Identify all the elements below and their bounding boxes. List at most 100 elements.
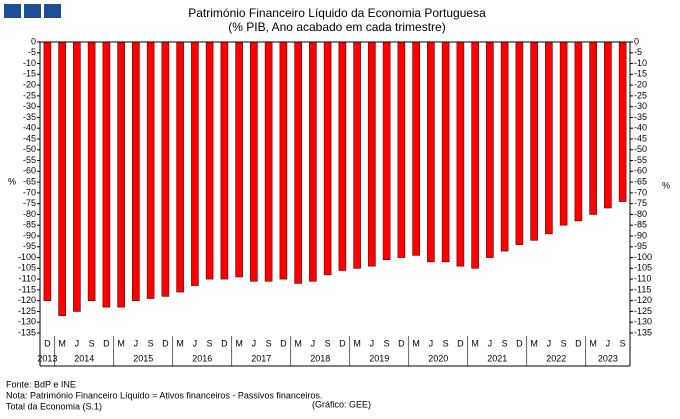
y-tick-label: -20 <box>634 79 647 89</box>
x-tick-label: J <box>547 338 552 348</box>
x-tick-label: S <box>620 338 626 348</box>
y-tick-label: -85 <box>634 220 647 230</box>
y-tick-label: -85 <box>23 220 36 230</box>
bar <box>574 41 583 222</box>
bar <box>530 41 538 241</box>
bar <box>618 41 627 202</box>
bar <box>486 41 494 258</box>
bar <box>323 41 332 276</box>
x-tick-label: D <box>103 338 110 348</box>
y-tick-label: -20 <box>23 79 36 89</box>
x-tick-label: J <box>193 338 198 348</box>
year-label: 2015 <box>133 353 153 363</box>
x-tick-label: S <box>89 338 95 348</box>
bar <box>515 41 524 245</box>
y-tick-label: -30 <box>634 101 647 111</box>
x-tick-label: J <box>488 338 493 348</box>
y-tick-label: -70 <box>23 187 36 197</box>
y-tick-label: -60 <box>23 166 36 176</box>
x-tick-label: D <box>162 338 169 348</box>
y-tick-label: -5 <box>634 47 642 57</box>
x-tick-label: J <box>311 338 316 348</box>
year-label: 2013 <box>37 353 57 363</box>
y-tick-label: -80 <box>23 209 36 219</box>
bar <box>264 41 273 282</box>
y-axis-label: % <box>8 176 16 186</box>
x-tick-label: M <box>589 338 597 348</box>
bar <box>456 41 465 267</box>
y-tick-label: -60 <box>634 166 647 176</box>
year-label: 2019 <box>369 353 389 363</box>
y-axis-label: % <box>662 180 670 190</box>
note: Nota: Património Financeiro Líquido = At… <box>6 390 322 400</box>
bar <box>205 41 214 280</box>
bar <box>309 41 317 282</box>
y-tick-label: -70 <box>634 187 647 197</box>
y-tick-label: -35 <box>23 112 36 122</box>
x-tick-label: J <box>252 338 257 348</box>
bar <box>338 41 347 271</box>
year-label: 2022 <box>546 353 566 363</box>
bar <box>279 41 288 280</box>
bar <box>382 41 391 261</box>
y-tick-label: -65 <box>23 176 36 186</box>
year-label: 2020 <box>428 353 448 363</box>
bar <box>43 41 52 301</box>
bar <box>146 41 155 299</box>
y-tick-label: -125 <box>18 306 36 316</box>
y-tick-label: -110 <box>19 273 36 283</box>
y-tick-label: -130 <box>18 317 36 327</box>
x-tick-label: J <box>75 338 80 348</box>
x-tick-label: D <box>457 338 464 348</box>
bar <box>471 41 479 269</box>
y-tick-label: -110 <box>634 273 651 283</box>
x-tick-label: M <box>530 338 538 348</box>
y-tick-label: -25 <box>23 90 36 100</box>
year-label: 2023 <box>598 353 618 363</box>
x-tick-label: D <box>221 338 228 348</box>
bar <box>132 41 140 301</box>
y-tick-label: -35 <box>634 112 647 122</box>
x-tick-label: D <box>339 338 346 348</box>
y-tick-label: -120 <box>18 295 36 305</box>
logo-block <box>4 4 21 18</box>
y-tick-label: 0 <box>31 36 36 46</box>
x-tick-label: M <box>235 338 243 348</box>
y-tick-label: -125 <box>634 306 652 316</box>
x-tick-label: D <box>398 338 405 348</box>
y-tick-label: -15 <box>23 69 36 79</box>
y-tick-label: -40 <box>23 123 36 133</box>
bar <box>559 41 568 226</box>
x-tick-label: J <box>370 338 375 348</box>
y-tick-label: -10 <box>634 58 647 68</box>
y-tick-label: -25 <box>634 90 647 100</box>
x-tick-label: M <box>353 338 361 348</box>
x-tick-label: J <box>606 338 611 348</box>
year-label: 2014 <box>74 353 94 363</box>
bar <box>191 41 199 286</box>
y-tick-label: -15 <box>634 69 647 79</box>
bar <box>589 41 597 215</box>
chart-title: Património Financeiro Líquido da Economi… <box>188 6 486 20</box>
bar <box>353 41 361 269</box>
bar <box>176 41 184 293</box>
y-tick-label: -30 <box>23 101 36 111</box>
y-tick-label: -40 <box>634 123 647 133</box>
y-tick-label: -55 <box>23 155 36 165</box>
credit: (Gráfico: GEE) <box>312 399 371 409</box>
bar <box>58 41 66 317</box>
bar <box>397 41 406 258</box>
x-tick-label: M <box>117 338 125 348</box>
bar <box>412 41 420 256</box>
bar <box>250 41 258 282</box>
bar <box>235 41 243 278</box>
y-tick-label: -105 <box>634 263 652 273</box>
y-tick-label: -90 <box>23 230 36 240</box>
x-tick-label: M <box>471 338 479 348</box>
y-tick-label: 0 <box>634 36 639 46</box>
x-tick-label: S <box>443 338 449 348</box>
year-label: 2021 <box>487 353 507 363</box>
y-tick-label: -65 <box>634 176 647 186</box>
bar <box>545 41 553 235</box>
